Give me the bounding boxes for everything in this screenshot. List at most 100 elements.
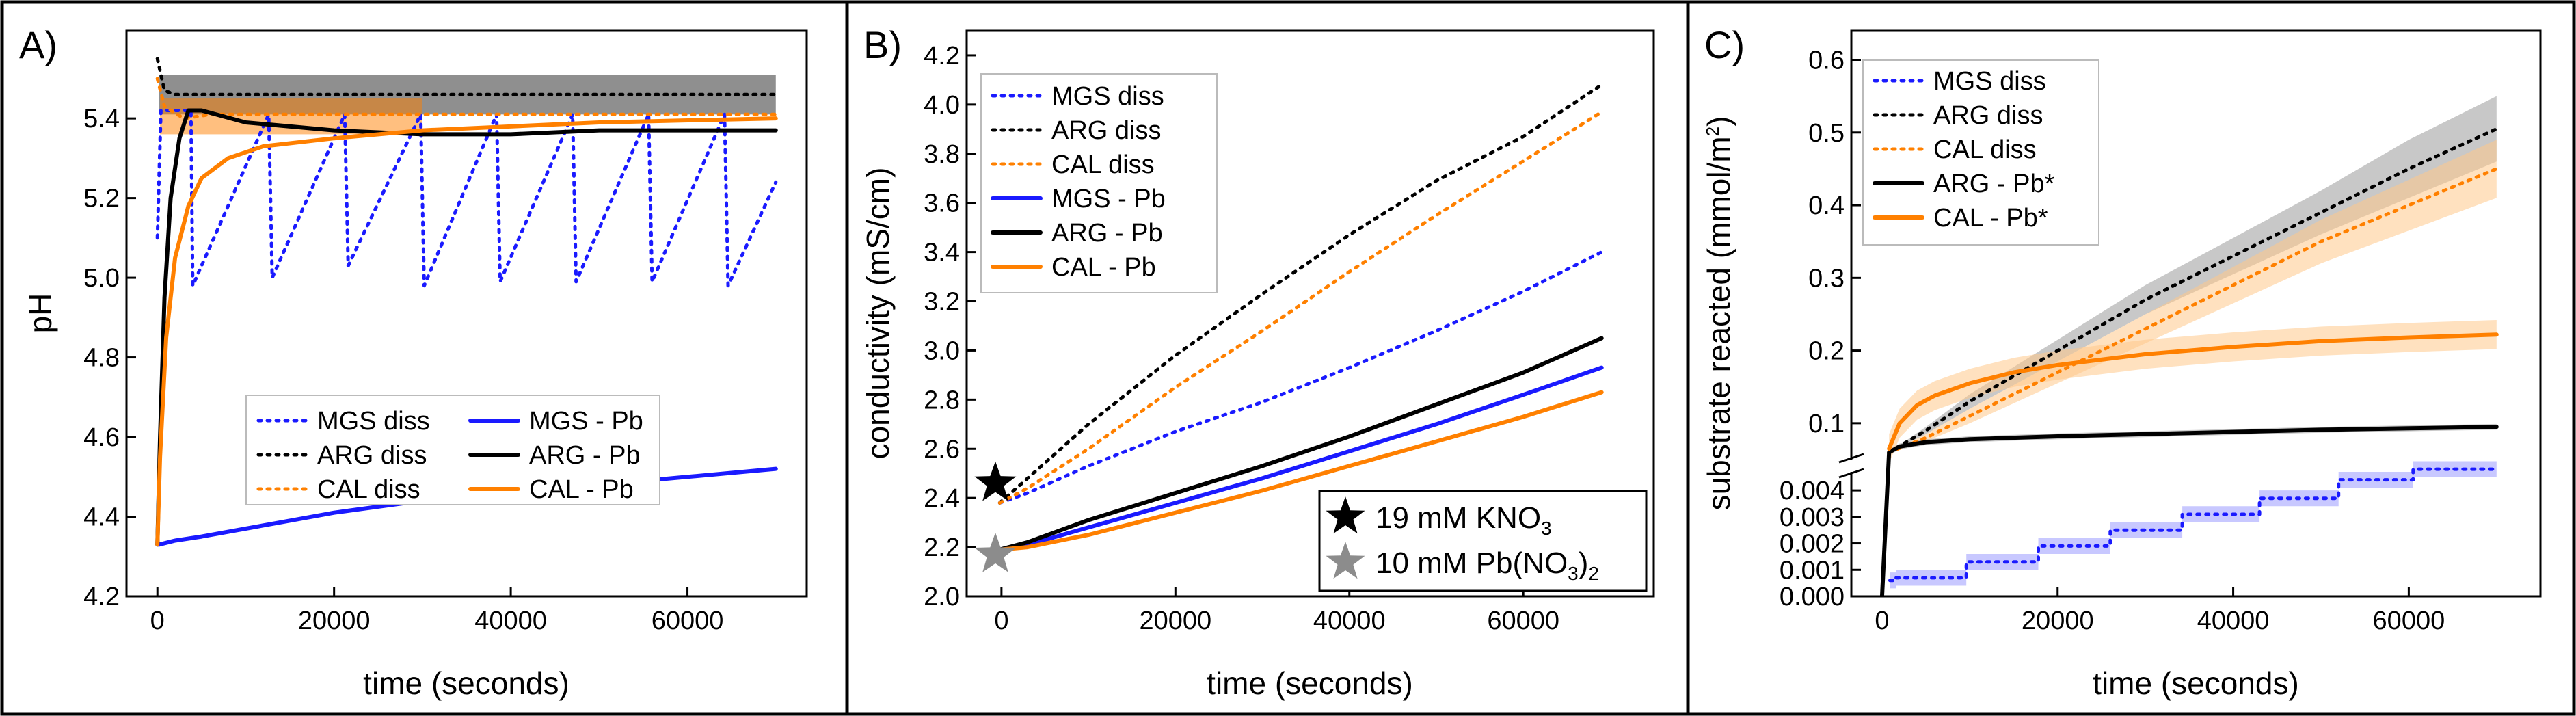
chart-a-legend-label: ARG - Pb <box>529 441 641 470</box>
chart-b-legend-box <box>980 73 1218 293</box>
chart-a-ytick-label: 4.6 <box>83 423 120 452</box>
chart-a-series-arg-pb <box>155 108 778 547</box>
chart-a-legend-item-arg-diss: ARG diss <box>256 441 427 470</box>
chart-b-ylabel: conductivity (mS/cm) <box>860 168 896 460</box>
chart-a-xlabel: time (seconds) <box>363 665 569 701</box>
chart-a-legend-label: ARG diss <box>317 441 427 470</box>
chart-c-ylabel-tail: ) <box>1701 116 1736 127</box>
chart-c-legend-box <box>1862 59 2099 246</box>
chart-c-series-cal-pb <box>1887 332 2499 451</box>
chart-c-ticks: 0 20000 40000 600000.10.20.30.40.50.60.0000… <box>1780 47 2445 635</box>
chart-c-upper-ytick-label: 0.5 <box>1808 119 1844 148</box>
chart-a-legend-label: MGS diss <box>317 407 430 436</box>
chart-b-series-cal-diss <box>997 110 1604 505</box>
chart-b-star-marker-0 <box>974 461 1017 501</box>
chart-b-series-arg-diss <box>997 83 1604 505</box>
chart-a-bands <box>159 75 776 135</box>
chart-c-band-mgs-diss <box>1890 461 2497 589</box>
axis-break-gap-left <box>1840 460 1862 472</box>
chart-c-series-pb-jump <box>1879 452 1892 597</box>
chart-c-upper-ytick-label: 0.2 <box>1808 337 1844 366</box>
chart-b-legend: MGS diss ARG diss CAL diss MGS - Pb ARG - Pb… <box>980 73 1218 293</box>
chart-a-legend-item-mgs-pb: MGS - Pb <box>468 407 643 436</box>
chart-b-ytick-label: 3.0 <box>924 336 960 365</box>
chart-b-legend-item-arg-diss: ARG diss <box>991 116 1161 145</box>
chart-a-legend-items: MGS diss ARG diss CAL diss MGS - Pb ARG - Pb… <box>256 407 643 504</box>
chart-a-xtick-label: 40000 <box>474 607 547 635</box>
chart-c-band-arg-pb <box>1889 423 2497 455</box>
chart-c-xtick-label: 40000 <box>2197 607 2270 635</box>
chart-b-ytick-label: 2.2 <box>924 533 960 562</box>
chart-c-lower-ytick-label: 0.002 <box>1780 530 1844 559</box>
chart-c-legend-item-mgs-diss: MGS diss <box>1873 67 2046 96</box>
chart-b-ytick-label: 2.6 <box>924 435 960 464</box>
axis-break-marks <box>1838 453 1864 479</box>
chart-c-lower-ytick-label: 0.004 <box>1780 477 1844 505</box>
chart-b-marker-legend-label: 10 mM Pb(NO3)2 <box>1376 546 1599 584</box>
chart-b-ytick-label: 3.6 <box>924 189 960 218</box>
chart-b-marker-legend-items: 19 mM KNO3 10 mM Pb(NO3)2 <box>1326 496 1599 584</box>
chart-b-marker-legend-box <box>1318 490 1648 592</box>
axis-break-slash-lower <box>1838 468 1864 479</box>
chart-b-ytick-label: 4.2 <box>924 42 960 70</box>
chart-b-ytick-label: 2.0 <box>924 583 960 611</box>
chart-a-legend-box <box>245 395 660 505</box>
chart-b-series-arg-pb <box>997 336 1604 552</box>
chart-a-legend-item-mgs-diss: MGS diss <box>256 407 430 436</box>
chart-b-legend-items: MGS diss ARG diss CAL diss MGS - Pb ARG - Pb… <box>991 82 1166 282</box>
chart-b-star-marker-1 <box>974 532 1017 572</box>
chart-b-ytick-label: 3.2 <box>924 288 960 317</box>
chart-b-ticks: 0 20000 40000 60000 2.0 2.2 2.4 2.6 2.8 3.0 3.2 3.4… <box>924 42 1559 635</box>
chart-a-band-cal-diss <box>160 98 422 135</box>
chart-b-ytick-label: 3.8 <box>924 140 960 169</box>
chart-a-ytick-label: 4.8 <box>83 344 120 373</box>
chart-b-series-cal-pb <box>997 390 1604 552</box>
chart-c-xtick-label: 60000 <box>2373 607 2445 635</box>
chart-a-ytick-label: 4.2 <box>83 583 120 611</box>
chart-c-legend-item-arg-diss: ARG diss <box>1873 101 2043 130</box>
panel-b-frame <box>845 0 1690 716</box>
chart-a-ytick-label: 5.2 <box>83 185 120 213</box>
chart-b-xtick-label: 40000 <box>1313 607 1386 635</box>
chart-b-xlabel: time (seconds) <box>1207 665 1413 701</box>
chart-a-series-cal-diss <box>155 77 778 120</box>
chart-b-legend-label: MGS - Pb <box>1051 185 1166 213</box>
chart-a-legend-label: CAL - Pb <box>529 475 634 504</box>
chart-c-bands <box>1889 96 2497 589</box>
chart-c-upper-ytick-label: 0.1 <box>1808 410 1844 438</box>
chart-b-series-mgs-diss <box>997 250 1604 505</box>
chart-b-marker-legend-star <box>1326 496 1365 534</box>
chart-b-xtick-label: 20000 <box>1139 607 1211 635</box>
chart-panel-c: 0 20000 40000 600000.10.20.30.40.50.60.0000… <box>1701 29 2542 701</box>
chart-a-xtick-label: 0 <box>150 607 165 635</box>
chart-c-legend: MGS diss ARG diss CAL diss ARG - Pb* CAL - P… <box>1862 59 2099 246</box>
chart-c-ylabel-sup: 2 <box>1702 127 1723 136</box>
panel-a-label: A) <box>19 23 57 66</box>
chart-b-ytick-label: 2.8 <box>924 386 960 414</box>
chart-c-legend-label: ARG - Pb* <box>1933 170 2055 198</box>
chart-panel-b: 0 20000 40000 60000 2.0 2.2 2.4 2.6 2.8 3.0 3.2 3.4… <box>860 29 1655 701</box>
panel-c-label: C) <box>1704 23 1745 66</box>
chart-b-marker-legend: 19 mM KNO3 10 mM Pb(NO3)2 <box>1318 490 1648 592</box>
chart-c-series-mgs-diss <box>1888 467 2499 583</box>
chart-c-upper-ytick-label: 0.4 <box>1808 191 1844 220</box>
chart-c-legend-label: ARG diss <box>1933 101 2043 130</box>
chart-b-series-mgs-pb <box>997 365 1604 552</box>
chart-b-marker-legend-label: 19 mM KNO3 <box>1376 501 1552 539</box>
axis-break-slash-upper <box>1838 453 1864 464</box>
chart-c-xtick-label: 20000 <box>2022 607 2094 635</box>
chart-b-legend-item-cal-diss: CAL diss <box>991 150 1155 179</box>
chart-b-ytick-label: 3.4 <box>924 239 960 267</box>
chart-c-upper-ytick-label: 0.3 <box>1808 264 1844 293</box>
panel-b-label: B) <box>863 23 902 66</box>
chart-c-legend-item-cal-diss: CAL diss <box>1873 135 2037 164</box>
chart-b-legend-label: ARG diss <box>1051 116 1161 145</box>
chart-a-legend-item-cal-pb: CAL - Pb <box>468 475 634 504</box>
chart-a-legend-label: CAL diss <box>317 475 420 504</box>
chart-b-ytick-label: 2.4 <box>924 484 960 513</box>
chart-c-series-arg-diss <box>1887 127 2499 454</box>
chart-c-ylabel-main: substrate reacted (mmol/m <box>1701 136 1736 510</box>
chart-c-legend-item-arg-pb: ARG - Pb* <box>1873 170 2055 198</box>
chart-c-series <box>1879 127 2499 597</box>
